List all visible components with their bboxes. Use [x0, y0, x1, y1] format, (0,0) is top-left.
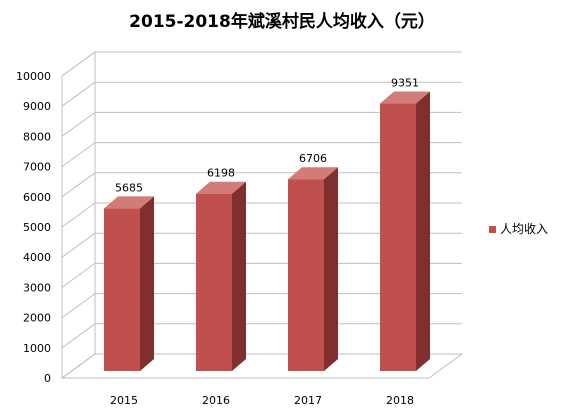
legend: 人均收入: [489, 222, 548, 236]
bar-front: [104, 208, 140, 371]
bar-front: [380, 103, 416, 371]
y-tick-label: 1000: [23, 342, 51, 355]
gridline-diagonal: [61, 81, 96, 107]
x-tick-label: 2018: [386, 394, 414, 407]
gridline-diagonal: [61, 172, 96, 198]
bar: [380, 91, 430, 371]
y-tick-label: 0: [44, 372, 51, 385]
x-axis-tick-labels: 2015 2016 2017 2018: [110, 394, 414, 407]
gridline-diagonal: [61, 202, 96, 228]
bar-front: [196, 193, 232, 371]
data-label: 6706: [299, 152, 327, 165]
y-axis-tick-labels: 0 1000 2000 3000 4000 5000 6000 7000 8000 9000 100…: [16, 70, 51, 385]
y-tick-label: 4000: [23, 251, 51, 264]
y-tick-label: 7000: [23, 161, 51, 174]
bar-top: [380, 91, 430, 104]
gridline-diagonal: [61, 232, 96, 258]
y-tick-label: 3000: [23, 281, 51, 294]
gridline-diagonal: [61, 142, 96, 168]
data-label: 9351: [391, 77, 419, 90]
y-tick-label: 2000: [23, 312, 51, 325]
gridline-diagonal: [61, 293, 96, 319]
y-tick-label: 5000: [23, 221, 51, 234]
bar-top: [288, 167, 338, 180]
bar: [196, 181, 246, 371]
gridline-diagonal: [61, 323, 96, 349]
gridline-diagonal: [61, 111, 96, 137]
x-tick-label: 2017: [294, 394, 322, 407]
y-tick-label: 10000: [16, 70, 51, 83]
gridline-diagonal: [61, 51, 96, 77]
gridline-diagonal: [61, 353, 96, 379]
legend-label: 人均收入: [500, 222, 548, 236]
x-tick-label: 2016: [202, 394, 230, 407]
bar-series: 5685 6198 6706 9351: [104, 77, 430, 371]
bar-side: [324, 167, 338, 371]
bar-side: [140, 196, 154, 371]
legend-swatch: [489, 226, 496, 233]
y-tick-label: 9000: [23, 100, 51, 113]
bar: [288, 167, 338, 371]
y-tick-label: 8000: [23, 130, 51, 143]
data-label: 6198: [207, 167, 235, 180]
bar: [104, 196, 154, 371]
bar-side: [232, 181, 246, 371]
y-tick-label: 6000: [23, 191, 51, 204]
x-tick-label: 2015: [110, 394, 138, 407]
data-label: 5685: [115, 181, 143, 194]
bar-side: [416, 91, 430, 371]
bar-front: [288, 179, 324, 371]
chart-title: 2015-2018年斌溪村民人均收入（元）: [129, 11, 435, 32]
gridline-diagonal: [61, 262, 96, 288]
bar-top: [104, 196, 154, 209]
bar-top: [196, 181, 246, 194]
